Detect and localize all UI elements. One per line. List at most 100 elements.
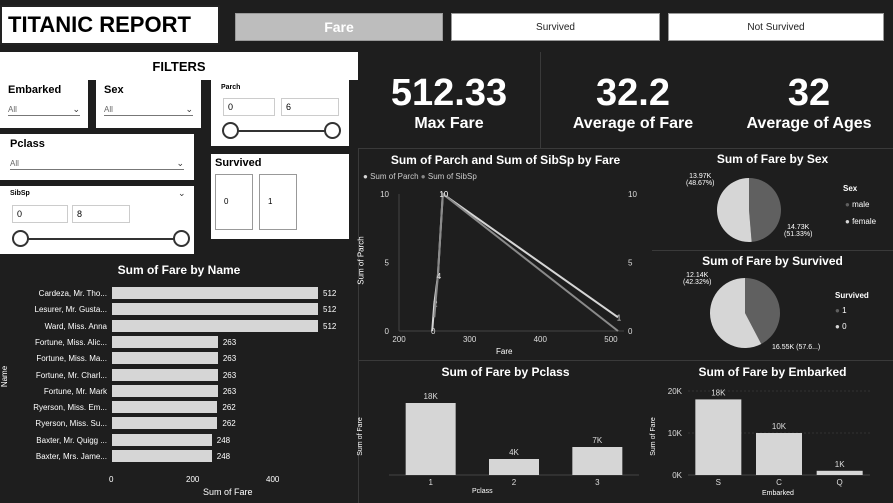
pclass-dropdown[interactable]: All ⌄ bbox=[10, 158, 184, 170]
sibsp-slider-min-handle[interactable] bbox=[12, 230, 29, 247]
divider bbox=[652, 250, 893, 251]
bar-category-label: Ryerson, Miss. Em... bbox=[33, 403, 107, 413]
pclass-filter: Pclass All ⌄ bbox=[0, 134, 194, 180]
pie-slice-female[interactable] bbox=[716, 178, 752, 242]
bar[interactable] bbox=[695, 399, 742, 475]
bar-row: Fortune, Miss. Ma... 263 bbox=[0, 352, 340, 366]
x-axis-label: Sum of Fare bbox=[203, 487, 253, 497]
pie-survived-svg bbox=[710, 278, 780, 348]
x-tick: 200 bbox=[186, 475, 200, 484]
bar-category-label: Ryerson, Miss. Su... bbox=[35, 419, 107, 429]
pie-slice-1[interactable] bbox=[745, 278, 780, 344]
bar-value-label: 10K bbox=[772, 422, 787, 431]
bar[interactable] bbox=[112, 384, 218, 397]
tab-fare[interactable]: Fare bbox=[235, 13, 443, 41]
bar[interactable] bbox=[112, 319, 318, 332]
series-line-sibsp[interactable] bbox=[433, 192, 619, 332]
bar-category-label: Cardeza, Mr. Tho... bbox=[38, 289, 107, 298]
bar-category-label: Fortune, Mr. Charl... bbox=[35, 370, 107, 380]
chart-fare-by-name: Sum of Fare by Name Cardeza, Mr. Tho... 5… bbox=[0, 260, 358, 503]
pie-slice-0[interactable] bbox=[710, 278, 762, 348]
embarked-filter: Embarked All ⌄ bbox=[0, 80, 88, 128]
survived-label: Survived bbox=[215, 157, 262, 169]
legend-title: Sex bbox=[843, 184, 858, 193]
tab-not-survived[interactable]: Not Survived bbox=[668, 13, 884, 41]
bar[interactable] bbox=[112, 303, 318, 316]
x-tick: S bbox=[716, 478, 721, 487]
bar[interactable] bbox=[112, 287, 318, 299]
survived-option-0[interactable]: 0 bbox=[215, 174, 253, 230]
bar[interactable] bbox=[112, 368, 218, 381]
sibsp-slider-track[interactable] bbox=[20, 238, 182, 240]
kpi-average-fare-label: Average of Fare bbox=[572, 115, 694, 132]
bar[interactable] bbox=[405, 403, 456, 475]
embarked-dropdown[interactable]: All ⌄ bbox=[8, 104, 80, 116]
chart-parch-sibsp-by-fare: Sum of Parch and Sum of SibSp by Fare ● … bbox=[356, 149, 652, 360]
bar-category-label: Baxter, Mrs. Jame... bbox=[35, 452, 107, 461]
chevron-down-icon[interactable]: ⌄ bbox=[178, 188, 186, 198]
tab-survived[interactable]: Survived bbox=[451, 13, 660, 41]
sibsp-slider-max-handle[interactable] bbox=[173, 230, 190, 247]
chart-fare-by-survived: Sum of Fare by Survived 12.14K (42.32%) 1… bbox=[652, 251, 893, 360]
chevron-down-icon: ⌄ bbox=[176, 158, 184, 168]
bar[interactable] bbox=[112, 401, 218, 414]
chart-fare-by-sex: Sum of Fare by Sex 13.97K (48.67%) 14.73K… bbox=[652, 149, 893, 250]
kpi-average-fare-value: 32.2 bbox=[596, 72, 670, 114]
bar[interactable] bbox=[756, 433, 802, 475]
sibsp-min-input[interactable]: 0 bbox=[12, 205, 68, 223]
kpi-average-ages-label: Average of Ages bbox=[746, 115, 872, 132]
parch-slider-min-handle[interactable] bbox=[222, 122, 239, 139]
embarked-chart-svg: 0K 10K 20K 18K S 10K C 1K Q bbox=[668, 387, 870, 487]
bar[interactable] bbox=[489, 459, 539, 475]
kpi-max-fare-label: Max Fare bbox=[414, 115, 484, 132]
chart-title: Sum of Fare by Embarked bbox=[698, 365, 847, 379]
data-label: 4 bbox=[437, 272, 442, 281]
legend-item-1[interactable]: ● 1 bbox=[835, 306, 847, 315]
survived-option-1[interactable]: 1 bbox=[259, 174, 297, 230]
x-tick: 200 bbox=[392, 335, 406, 344]
legend-item-female[interactable]: ● female bbox=[845, 217, 877, 226]
sibsp-max-input[interactable]: 8 bbox=[72, 205, 130, 223]
bar[interactable] bbox=[572, 447, 623, 475]
y-axis-label: Sum of Parch bbox=[356, 236, 366, 285]
x-tick: 0 bbox=[109, 475, 114, 484]
kpi-max-fare: 512.33 Max Fare bbox=[358, 52, 540, 148]
divider bbox=[358, 148, 893, 149]
bar[interactable] bbox=[112, 417, 218, 430]
bar[interactable] bbox=[112, 433, 212, 446]
pie-slice-male[interactable] bbox=[749, 178, 781, 242]
bar-row: Ryerson, Miss. Su... 262 bbox=[0, 417, 340, 431]
pclass-chart-svg: 18K 1 4K 2 7K 3 bbox=[389, 392, 639, 487]
slice-label-female: 14.73K (51.33%) bbox=[784, 224, 813, 238]
bar[interactable] bbox=[112, 352, 218, 365]
legend-item-0[interactable]: ● 0 bbox=[835, 322, 847, 331]
x-tick: C bbox=[776, 478, 782, 487]
sex-dropdown[interactable]: All ⌄ bbox=[104, 104, 193, 116]
pclass-label: Pclass bbox=[10, 138, 45, 150]
slice-label-0: 16.55K (57.6...) bbox=[772, 344, 821, 351]
chart-title: Sum of Fare by Name bbox=[117, 263, 241, 277]
parch-min-input[interactable]: 0 bbox=[223, 98, 275, 116]
y2-tick: 0 bbox=[628, 327, 633, 336]
x-axis-label: Fare bbox=[496, 347, 513, 356]
sibsp-label: SibSp bbox=[10, 190, 30, 197]
y-tick: 20K bbox=[668, 387, 683, 396]
bar-category-label: Fortune, Miss. Alic... bbox=[34, 337, 107, 347]
slice-label-male: 13.97K (48.67%) bbox=[686, 173, 715, 187]
bar-category-label: Lesurer, Mr. Gusta... bbox=[34, 305, 107, 315]
sibsp-filter: SibSp ⌄ 0 8 bbox=[0, 186, 194, 254]
embarked-label: Embarked bbox=[8, 84, 62, 96]
chart-fare-by-embarked: Sum of Fare by Embarked 0K 10K 20K 18K S 10K C… bbox=[650, 361, 893, 503]
bar[interactable] bbox=[816, 470, 863, 475]
bar-row: Ward, Miss. Anna 512 bbox=[0, 319, 340, 334]
y-tick: 0 bbox=[385, 327, 390, 336]
legend-item-male[interactable]: ● male bbox=[845, 200, 870, 209]
bar-category-label: Ward, Miss. Anna bbox=[44, 321, 107, 331]
data-label: 4 bbox=[437, 272, 442, 281]
parch-max-input[interactable]: 6 bbox=[281, 98, 339, 116]
bar[interactable] bbox=[112, 450, 212, 462]
parch-slider-max-handle[interactable] bbox=[324, 122, 341, 139]
parch-slider-track[interactable] bbox=[231, 130, 333, 132]
bar[interactable] bbox=[112, 335, 218, 348]
